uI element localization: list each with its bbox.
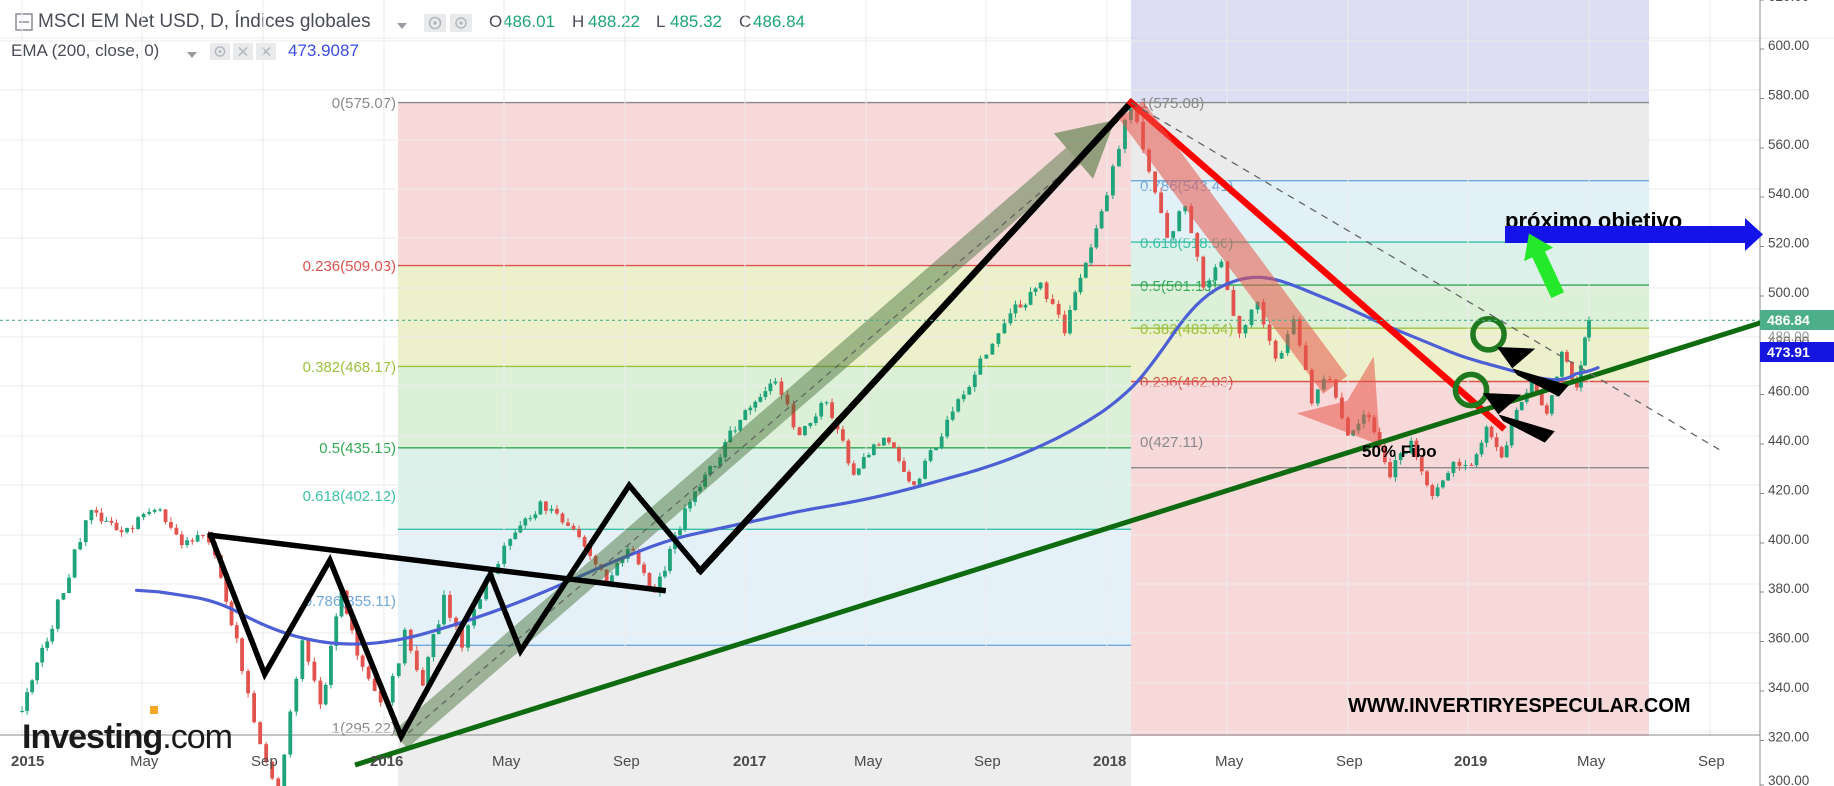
svg-text:480.00: 480.00: [1768, 329, 1809, 344]
svg-text:Sep: Sep: [251, 753, 278, 770]
svg-text:May: May: [492, 753, 521, 770]
svg-text:L: L: [656, 12, 665, 31]
svg-text:Sep: Sep: [1698, 753, 1725, 770]
svg-text:May: May: [130, 753, 159, 770]
svg-text:2015: 2015: [11, 753, 44, 770]
svg-text:2019: 2019: [1454, 753, 1487, 770]
svg-text:0.236(462.03): 0.236(462.03): [1140, 374, 1233, 391]
svg-text:2017: 2017: [733, 753, 766, 770]
svg-text:Sep: Sep: [974, 753, 1001, 770]
svg-text:EMA (200, close, 0): EMA (200, close, 0): [11, 41, 159, 60]
svg-text:473.9087: 473.9087: [288, 41, 359, 60]
svg-text:460.00: 460.00: [1768, 384, 1809, 399]
svg-text:0.236(509.03): 0.236(509.03): [303, 258, 396, 275]
svg-text:486.01: 486.01: [503, 12, 555, 31]
svg-text:0.5(501.10): 0.5(501.10): [1140, 278, 1217, 295]
svg-text:Sep: Sep: [1336, 753, 1363, 770]
svg-text:1(575.08): 1(575.08): [1140, 95, 1204, 112]
svg-text:0(427.11): 0(427.11): [1140, 434, 1203, 451]
svg-text:520.00: 520.00: [1768, 236, 1809, 251]
svg-text:580.00: 580.00: [1768, 88, 1809, 103]
svg-text:H: H: [572, 12, 584, 31]
svg-text:560.00: 560.00: [1768, 137, 1809, 152]
svg-text:380.00: 380.00: [1768, 581, 1809, 596]
svg-text:O: O: [489, 12, 502, 31]
svg-text:360.00: 360.00: [1768, 631, 1809, 646]
svg-text:320.00: 320.00: [1768, 730, 1809, 745]
svg-text:600.00: 600.00: [1768, 38, 1809, 53]
svg-text:340.00: 340.00: [1768, 680, 1809, 695]
svg-text:0.382(468.17): 0.382(468.17): [303, 359, 396, 376]
svg-text:MSCI EM Net USD, D, Índices gl: MSCI EM Net USD, D, Índices globales: [38, 11, 371, 32]
svg-text:540.00: 540.00: [1768, 186, 1809, 201]
svg-text:50% Fibo: 50% Fibo: [1362, 442, 1437, 461]
svg-text:620.00: 620.00: [1768, 0, 1809, 4]
svg-text:May: May: [1577, 753, 1606, 770]
svg-text:300.00: 300.00: [1768, 773, 1809, 786]
svg-text:Investing.com: Investing.com: [22, 718, 232, 756]
svg-text:488.22: 488.22: [588, 12, 640, 31]
svg-text:Sep: Sep: [613, 753, 640, 770]
svg-text:486.84: 486.84: [1767, 312, 1810, 328]
svg-text:WWW.INVERTIRYESPECULAR.COM: WWW.INVERTIRYESPECULAR.COM: [1348, 695, 1691, 717]
svg-text:May: May: [854, 753, 883, 770]
svg-text:400.00: 400.00: [1768, 532, 1809, 547]
svg-text:500.00: 500.00: [1768, 285, 1809, 300]
svg-text:1(295.22): 1(295.22): [332, 720, 396, 737]
svg-text:May: May: [1215, 753, 1244, 770]
svg-text:420.00: 420.00: [1768, 483, 1809, 498]
svg-text:0(575.07): 0(575.07): [332, 95, 396, 112]
svg-text:485.32: 485.32: [670, 12, 722, 31]
svg-text:2018: 2018: [1093, 753, 1126, 770]
svg-text:2016: 2016: [370, 753, 403, 770]
svg-text:0.618(402.12): 0.618(402.12): [303, 488, 396, 505]
svg-text:440.00: 440.00: [1768, 433, 1809, 448]
svg-text:486.84: 486.84: [753, 12, 805, 31]
svg-text:473.91: 473.91: [1767, 344, 1810, 360]
svg-text:0.382(483.64): 0.382(483.64): [1140, 321, 1233, 338]
